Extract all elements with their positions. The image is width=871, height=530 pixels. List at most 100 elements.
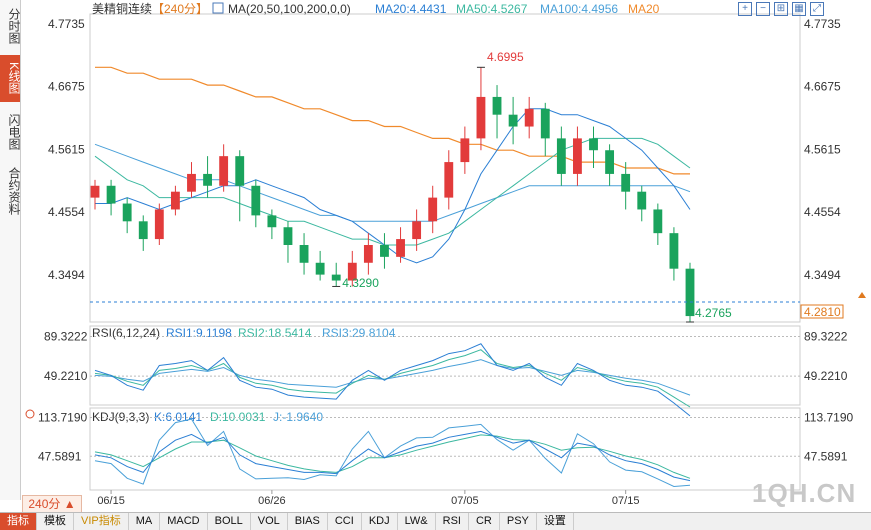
bottom-tab-3[interactable]: MA: [129, 513, 161, 530]
candle-body-33: [621, 173, 631, 192]
rsi-tick-left-0: 89.3222: [44, 330, 88, 344]
legend-item-2: MA(20,50,100,200,0,0): [228, 2, 351, 16]
legend-item-1: 【240分】: [152, 2, 208, 16]
candle-body-35: [653, 209, 663, 234]
rsi1-line: [94, 343, 691, 417]
candle-body-6: [187, 173, 196, 192]
rsi-tick-right-0: 89.3222: [804, 330, 848, 344]
bottom-tab-0[interactable]: 指标: [0, 513, 37, 530]
bottom-tab-14[interactable]: 设置: [537, 513, 574, 530]
candle-body-28: [540, 108, 550, 139]
current-price-box: [800, 304, 844, 319]
indicator-tab-bar: 指标 模板 VIP指标 MA MACD BOLL VOL BIAS CCI KDJ LW& RSI CR…: [0, 512, 871, 530]
candle-body-34: [637, 191, 647, 210]
bottom-tab-13[interactable]: PSY: [500, 513, 537, 530]
candle-body-14: [315, 262, 325, 275]
price-tick-left-1: 4.6675: [48, 80, 85, 94]
bottom-tab-5[interactable]: BOLL: [208, 513, 251, 530]
candle-body-21: [428, 197, 438, 222]
candle-body-4: [154, 209, 164, 240]
legend-item-3: MA20:4.4431: [375, 2, 447, 16]
kdj-label: KDJ(9,3,3): [92, 410, 149, 424]
legend-item-0: 美精铜连续: [92, 1, 152, 16]
last-low-annotation: 4.2765: [695, 306, 732, 320]
price-tick-right-0: 4.7735: [804, 17, 841, 31]
main-panel-frame: [89, 13, 801, 323]
fullscreen-icon[interactable]: ⤢: [810, 2, 824, 16]
candle-body-37: [685, 268, 695, 317]
bottom-tab-9[interactable]: KDJ: [362, 513, 398, 530]
rsi-label: RSI(6,12,24): [92, 326, 160, 340]
x-tick-label-3: 07/15: [612, 495, 640, 507]
current-price-label: 4.2810: [804, 305, 841, 319]
left-tab-0[interactable]: 分时图: [7, 7, 21, 44]
chart-canvas[interactable]: 美精铜连续 【240分】 MA(20,50,100,200,0,0) MA20:4.4…: [0, 0, 871, 512]
price-tick-left-4: 4.3494: [48, 268, 85, 282]
bottom-tab-10[interactable]: LW&: [398, 513, 436, 530]
price-tick-right-3: 4.4554: [804, 205, 841, 219]
candle-body-17: [363, 245, 373, 263]
high-annotation: 4.6995: [487, 50, 524, 64]
price-tick-left-2: 4.5615: [48, 142, 85, 156]
rsi-tick-right-1: 49.2210: [804, 369, 848, 383]
bottom-tab-8[interactable]: CCI: [328, 513, 362, 530]
rsi-panel-frame: [89, 325, 801, 406]
kdj-j-line: [94, 418, 691, 488]
ma50-line: [94, 137, 691, 246]
bottom-tab-4[interactable]: MACD: [160, 513, 208, 530]
kdj-tick-right-1: 47.5891: [804, 449, 848, 463]
candle-body-3: [138, 221, 148, 240]
chart-toolbar: + − ⊞ ▦ ⤢: [738, 2, 824, 16]
kdj-j-value: J:-1.9640: [273, 410, 323, 424]
candle-body-31: [589, 138, 598, 151]
kdj-k-line: [94, 430, 691, 482]
rsi-tick-left-1: 49.2210: [44, 369, 88, 383]
kdj-d-line: [94, 434, 691, 479]
rsi1-value: RSI1:9.1198: [166, 326, 232, 340]
candle-body-0: [90, 185, 100, 198]
candle-body-11: [267, 215, 277, 228]
candle-body-15: [331, 274, 341, 281]
bottom-tab-7[interactable]: BIAS: [288, 513, 328, 530]
price-arrow-icon: [858, 292, 866, 298]
x-tick-label-2: 07/05: [451, 495, 479, 507]
candle-body-12: [283, 227, 293, 245]
rsi3-value: RSI3:29.8104: [322, 326, 396, 340]
x-tick-label-0: 06/15: [97, 495, 125, 507]
ma100-line: [94, 143, 691, 222]
rsi2-value: RSI2:18.5414: [238, 326, 312, 340]
bottom-tab-2[interactable]: VIP指标: [74, 513, 129, 530]
kdj-panel-frame: [89, 407, 801, 491]
candle-body-24: [476, 96, 486, 139]
bottom-tab-11[interactable]: RSI: [436, 513, 469, 530]
candle-body-20: [412, 221, 422, 240]
candle-body-26: [508, 114, 518, 127]
ma-settings-icon: [212, 2, 224, 14]
left-tab-2[interactable]: 闪电图: [7, 113, 21, 150]
kdj-tick-right-0: 113.7190: [804, 411, 853, 425]
zoom-out-icon[interactable]: −: [756, 2, 770, 16]
fit-icon[interactable]: ⊞: [774, 2, 788, 16]
rsi3-line: [94, 359, 691, 396]
legend-item-4: MA50:4.5267: [456, 2, 528, 16]
candle-body-25: [492, 96, 502, 115]
candle-body-29: [556, 138, 566, 174]
candle-body-18: [380, 245, 389, 257]
candle-body-9: [235, 156, 245, 186]
grid-icon[interactable]: ▦: [792, 2, 806, 16]
price-tick-right-2: 4.5615: [804, 142, 841, 156]
candle-body-22: [444, 162, 454, 198]
candle-body-5: [170, 191, 180, 210]
ma20-line: [95, 108, 691, 264]
candle-body-36: [669, 233, 679, 269]
period-button[interactable]: 240分 ▲: [22, 495, 82, 513]
bottom-tab-12[interactable]: CR: [469, 513, 500, 530]
price-tick-right-1: 4.6675: [804, 80, 841, 94]
rsi2-line: [94, 349, 691, 408]
zoom-in-icon[interactable]: +: [738, 2, 752, 16]
bottom-tab-6[interactable]: VOL: [251, 513, 288, 530]
kdj-d-value: D:10.0031: [210, 410, 266, 424]
left-tab-1[interactable]: K线图: [0, 55, 21, 102]
left-tab-3[interactable]: 合约资料: [7, 167, 21, 215]
bottom-tab-1[interactable]: 模板: [37, 513, 74, 530]
